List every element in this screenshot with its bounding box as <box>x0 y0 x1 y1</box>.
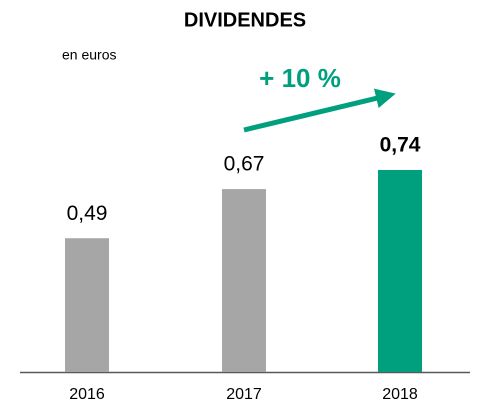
subtitle: en euros <box>62 47 116 63</box>
x-tick-label: 2018 <box>382 386 418 403</box>
bar <box>378 169 422 372</box>
bar <box>65 238 109 372</box>
growth-arrow <box>243 88 396 133</box>
x-tick-label: 2017 <box>226 386 262 403</box>
chart-title: DIVIDENDES <box>184 9 306 31</box>
value-label: 0,49 <box>67 202 108 225</box>
annotation: + 10 % <box>259 63 341 93</box>
value-label: 0,67 <box>224 153 265 176</box>
bar <box>222 189 266 372</box>
value-label: 0,74 <box>380 134 421 157</box>
x-tick-label: 2016 <box>69 386 105 403</box>
